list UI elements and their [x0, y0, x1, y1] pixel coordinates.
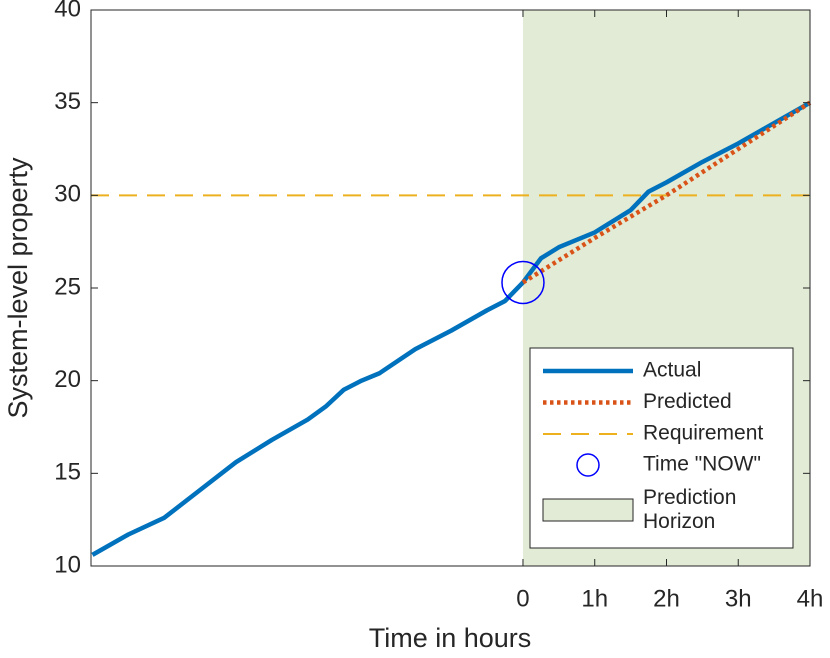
y-tick-label: 30: [54, 181, 81, 208]
series-line: [521, 100, 812, 285]
x-tick-label: 0: [516, 585, 529, 612]
now-marker: [501, 260, 545, 305]
legend-swatch: [576, 453, 600, 477]
x-axis-label: Time in hours: [369, 623, 532, 653]
legend-label: Time "NOW": [643, 453, 761, 476]
y-tick-label: 10: [54, 551, 81, 578]
legend-label: Predicted: [643, 390, 732, 413]
legend-label: Requirement: [643, 422, 763, 445]
y-tick-label: 20: [54, 366, 81, 393]
x-tick-label: 3h: [725, 585, 752, 612]
legend-label: Actual: [643, 359, 701, 382]
x-tick-label: 4h: [797, 585, 824, 612]
y-axis-label: System-level property: [3, 157, 33, 419]
legend-label: Prediction Horizon: [643, 486, 737, 533]
y-tick-label: 40: [54, 0, 81, 22]
y-tick-label: 35: [54, 88, 81, 115]
series-line: [91, 100, 812, 557]
x-tick-label: 1h: [581, 585, 608, 612]
y-tick-label: 25: [54, 273, 81, 300]
legend-swatch: [542, 498, 634, 522]
y-tick-label: 15: [54, 459, 81, 486]
x-tick-label: 2h: [653, 585, 680, 612]
